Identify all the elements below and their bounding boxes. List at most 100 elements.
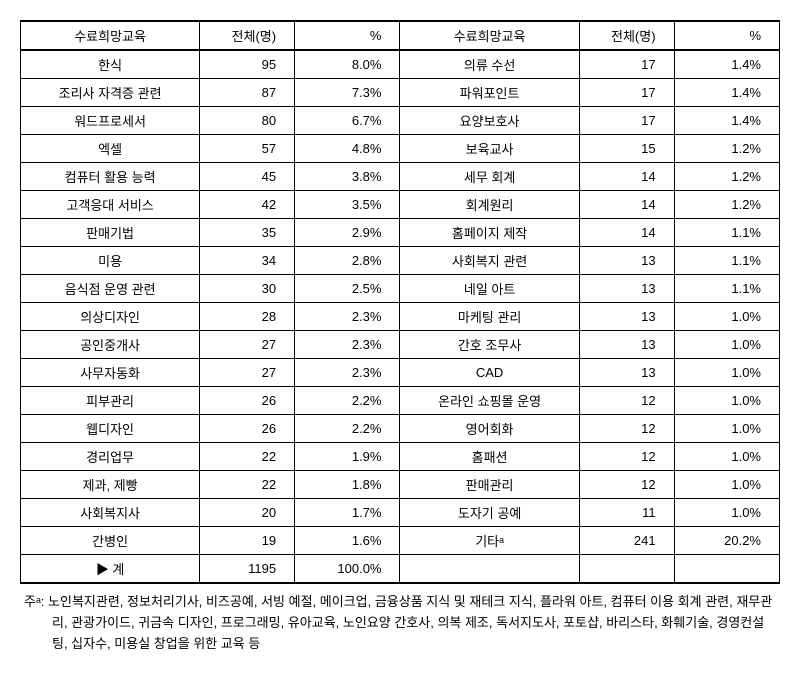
table-row: 판매기법352.9%홈페이지 제작141.1% bbox=[21, 219, 780, 247]
cell-pct: 2.3% bbox=[295, 303, 400, 331]
cell-count: 17 bbox=[579, 107, 674, 135]
cell-label: 사회복지 관련 bbox=[400, 247, 579, 275]
cell-pct: 8.0% bbox=[295, 50, 400, 79]
col-pct-left: % bbox=[295, 21, 400, 50]
footnote-text: 노인복지관련, 정보처리기사, 비즈공예, 서빙 예절, 메이크업, 금융상품 … bbox=[48, 594, 772, 651]
cell-count: 80 bbox=[200, 107, 295, 135]
cell-label: 미용 bbox=[21, 247, 200, 275]
cell-label: 회계원리 bbox=[400, 191, 579, 219]
table-row: 음식점 운영 관련302.5%네일 아트131.1% bbox=[21, 275, 780, 303]
cell-count: 13 bbox=[579, 247, 674, 275]
cell-pct: 1.8% bbox=[295, 471, 400, 499]
cell-pct: 1.1% bbox=[674, 219, 779, 247]
cell-pct: 2.3% bbox=[295, 359, 400, 387]
cell-label: 피부관리 bbox=[21, 387, 200, 415]
cell-label: 요양보호사 bbox=[400, 107, 579, 135]
cell-pct: 1.0% bbox=[674, 387, 779, 415]
cell-pct: 4.8% bbox=[295, 135, 400, 163]
cell-pct: 2.9% bbox=[295, 219, 400, 247]
cell-count: 12 bbox=[579, 471, 674, 499]
table-row: 컴퓨터 활용 능력453.8%세무 회계141.2% bbox=[21, 163, 780, 191]
cell-count: 26 bbox=[200, 387, 295, 415]
cell-count: 35 bbox=[200, 219, 295, 247]
cell-label: 의상디자인 bbox=[21, 303, 200, 331]
cell-pct: 2.2% bbox=[295, 387, 400, 415]
cell-pct: 1.2% bbox=[674, 191, 779, 219]
table-row: 엑셀574.8%보육교사151.2% bbox=[21, 135, 780, 163]
cell-count: 13 bbox=[579, 331, 674, 359]
cell-label: 공인중개사 bbox=[21, 331, 200, 359]
table-row: 사무자동화272.3%CAD131.0% bbox=[21, 359, 780, 387]
cell-label: 세무 회계 bbox=[400, 163, 579, 191]
cell-count: 95 bbox=[200, 50, 295, 79]
table-row: 조리사 자격증 관련877.3%파워포인트171.4% bbox=[21, 79, 780, 107]
table-row: ▶ 계1195100.0% bbox=[21, 555, 780, 584]
cell-label: 음식점 운영 관련 bbox=[21, 275, 200, 303]
table-row: 미용342.8%사회복지 관련131.1% bbox=[21, 247, 780, 275]
cell-pct: 1.1% bbox=[674, 247, 779, 275]
cell-label: 파워포인트 bbox=[400, 79, 579, 107]
cell-count: 57 bbox=[200, 135, 295, 163]
cell-label: 보육교사 bbox=[400, 135, 579, 163]
cell-label: ▶ 계 bbox=[21, 555, 200, 584]
cell-count: 30 bbox=[200, 275, 295, 303]
col-count-right: 전체(명) bbox=[579, 21, 674, 50]
cell-label: 간호 조무사 bbox=[400, 331, 579, 359]
table-header-row: 수료희망교육 전체(명) % 수료희망교육 전체(명) % bbox=[21, 21, 780, 50]
cell-label: 사무자동화 bbox=[21, 359, 200, 387]
cell-count: 45 bbox=[200, 163, 295, 191]
cell-count: 42 bbox=[200, 191, 295, 219]
cell-count: 11 bbox=[579, 499, 674, 527]
cell-count: 13 bbox=[579, 303, 674, 331]
cell-count: 34 bbox=[200, 247, 295, 275]
cell-count: 27 bbox=[200, 359, 295, 387]
cell-pct: 1.0% bbox=[674, 443, 779, 471]
cell-label: 판매관리 bbox=[400, 471, 579, 499]
cell-pct: 1.4% bbox=[674, 50, 779, 79]
table-row: 경리업무221.9%홈패션121.0% bbox=[21, 443, 780, 471]
table-row: 웹디자인262.2%영어회화121.0% bbox=[21, 415, 780, 443]
cell-label: 엑셀 bbox=[21, 135, 200, 163]
col-label-left: 수료희망교육 bbox=[21, 21, 200, 50]
col-count-left: 전체(명) bbox=[200, 21, 295, 50]
cell-pct bbox=[674, 555, 779, 584]
col-pct-right: % bbox=[674, 21, 779, 50]
cell-count: 19 bbox=[200, 527, 295, 555]
cell-count: 87 bbox=[200, 79, 295, 107]
cell-label: 제과, 제빵 bbox=[21, 471, 200, 499]
cell-count: 15 bbox=[579, 135, 674, 163]
table-row: 공인중개사272.3%간호 조무사131.0% bbox=[21, 331, 780, 359]
cell-pct: 3.8% bbox=[295, 163, 400, 191]
cell-label: 판매기법 bbox=[21, 219, 200, 247]
cell-label: 도자기 공예 bbox=[400, 499, 579, 527]
footnote: 주ᵃ: 노인복지관련, 정보처리기사, 비즈공예, 서빙 예절, 메이크업, 금… bbox=[20, 592, 780, 654]
cell-count: 28 bbox=[200, 303, 295, 331]
cell-count: 14 bbox=[579, 219, 674, 247]
table-row: 고객응대 서비스423.5%회계원리141.2% bbox=[21, 191, 780, 219]
cell-label: 마케팅 관리 bbox=[400, 303, 579, 331]
cell-label: 간병인 bbox=[21, 527, 200, 555]
cell-pct: 2.5% bbox=[295, 275, 400, 303]
cell-pct: 1.0% bbox=[674, 499, 779, 527]
cell-pct: 2.3% bbox=[295, 331, 400, 359]
cell-label: 네일 아트 bbox=[400, 275, 579, 303]
cell-pct: 1.1% bbox=[674, 275, 779, 303]
cell-label: 온라인 쇼핑몰 운영 bbox=[400, 387, 579, 415]
table-row: 한식958.0%의류 수선171.4% bbox=[21, 50, 780, 79]
cell-pct: 1.4% bbox=[674, 107, 779, 135]
cell-label: 조리사 자격증 관련 bbox=[21, 79, 200, 107]
cell-count: 13 bbox=[579, 275, 674, 303]
cell-count: 12 bbox=[579, 387, 674, 415]
cell-count: 14 bbox=[579, 191, 674, 219]
cell-count: 13 bbox=[579, 359, 674, 387]
cell-pct: 1.6% bbox=[295, 527, 400, 555]
cell-label: 의류 수선 bbox=[400, 50, 579, 79]
education-table: 수료희망교육 전체(명) % 수료희망교육 전체(명) % 한식958.0%의류… bbox=[20, 20, 780, 584]
cell-label: 경리업무 bbox=[21, 443, 200, 471]
cell-pct: 1.0% bbox=[674, 359, 779, 387]
cell-pct: 1.9% bbox=[295, 443, 400, 471]
cell-pct: 1.0% bbox=[674, 471, 779, 499]
cell-count: 17 bbox=[579, 79, 674, 107]
cell-label: 웹디자인 bbox=[21, 415, 200, 443]
cell-pct: 3.5% bbox=[295, 191, 400, 219]
